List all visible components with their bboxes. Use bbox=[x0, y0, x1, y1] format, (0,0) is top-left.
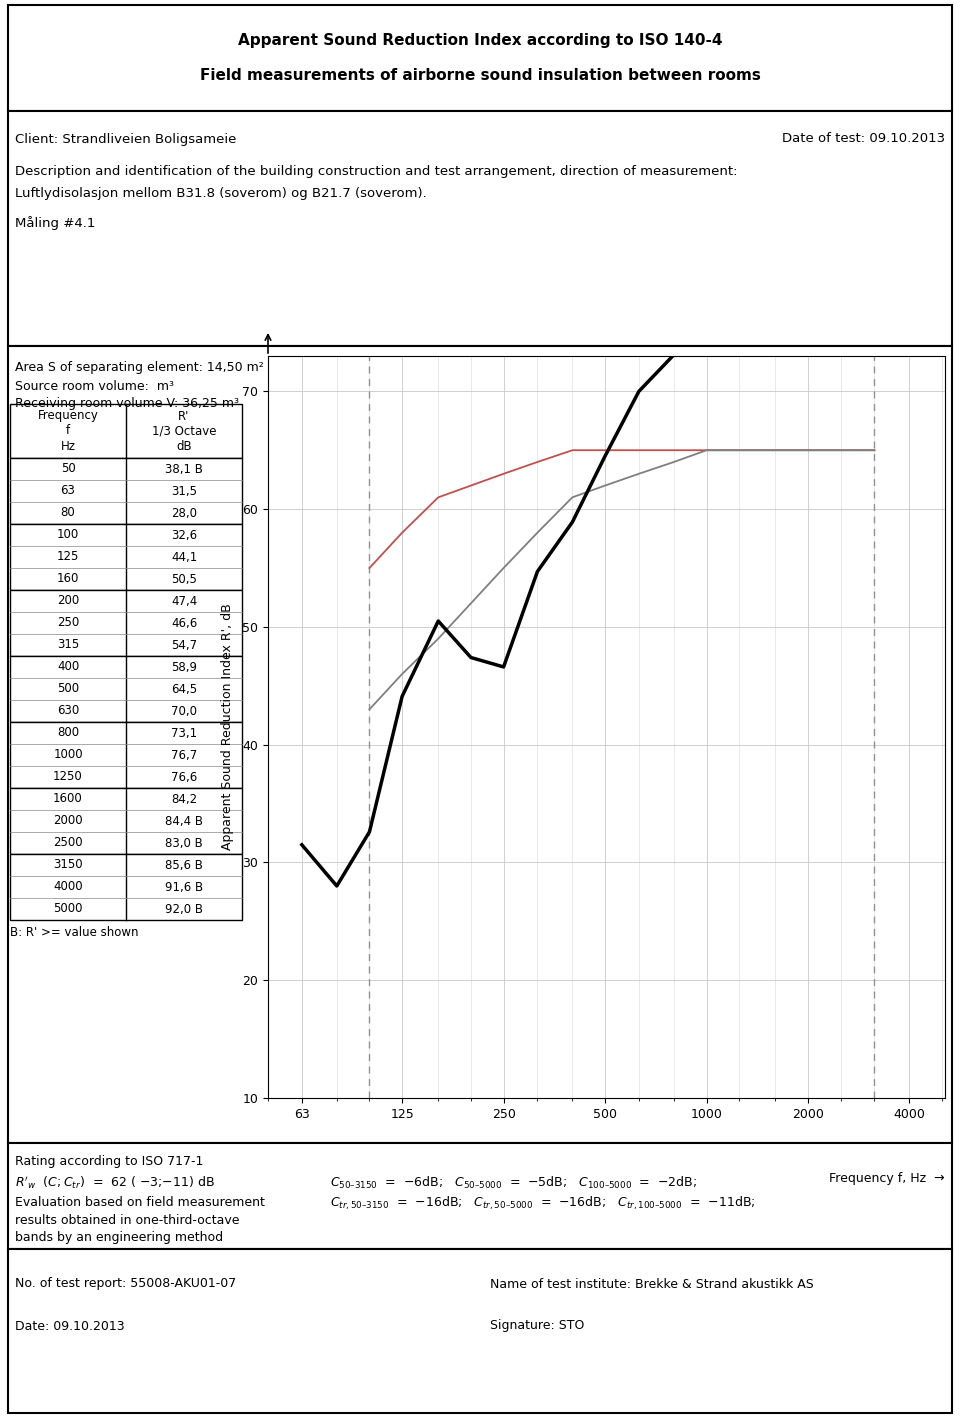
Text: 2500: 2500 bbox=[53, 837, 83, 850]
Text: 80: 80 bbox=[60, 506, 76, 520]
Text: B: R' >= value shown: B: R' >= value shown bbox=[10, 926, 138, 939]
Text: Frequency range according to the: Frequency range according to the bbox=[555, 361, 767, 375]
Text: 46,6: 46,6 bbox=[171, 617, 197, 630]
Text: Måling #4.1: Måling #4.1 bbox=[15, 216, 95, 230]
Text: 630: 630 bbox=[57, 705, 79, 718]
Bar bbox=[10, 789, 242, 854]
Text: 125: 125 bbox=[57, 550, 79, 564]
Text: 3150: 3150 bbox=[53, 858, 83, 871]
Bar bbox=[10, 458, 242, 524]
Text: Rating according to ISO 717-1: Rating according to ISO 717-1 bbox=[15, 1154, 204, 1168]
Bar bbox=[10, 657, 242, 722]
Text: 54,7: 54,7 bbox=[171, 638, 197, 651]
Bar bbox=[8, 1142, 952, 1249]
Bar bbox=[8, 6, 952, 111]
Text: Evaluation based on field measurement: Evaluation based on field measurement bbox=[15, 1196, 265, 1209]
Text: 84,2: 84,2 bbox=[171, 793, 197, 806]
Text: 73,1: 73,1 bbox=[171, 726, 197, 739]
Text: Field measurements of airborne sound insulation between rooms: Field measurements of airborne sound ins… bbox=[200, 68, 760, 84]
Text: 1600: 1600 bbox=[53, 793, 83, 806]
Text: $C_{50–3150}$  =  −6dB;   $C_{50–5000}$  =  −5dB;   $C_{100–5000}$  =  −2dB;: $C_{50–3150}$ = −6dB; $C_{50–5000}$ = −5… bbox=[330, 1175, 697, 1191]
Text: Signature: STO: Signature: STO bbox=[490, 1320, 585, 1333]
Text: 76,6: 76,6 bbox=[171, 770, 197, 783]
Text: Apparent Sound Reduction Index according to ISO 140-4: Apparent Sound Reduction Index according… bbox=[238, 33, 722, 47]
Bar bbox=[10, 524, 242, 590]
Text: 250: 250 bbox=[57, 617, 79, 630]
Text: 28,0: 28,0 bbox=[171, 506, 197, 520]
Text: $C_{tr,50–3150}$  =  −16dB;   $C_{tr,50–5000}$  =  −16dB;   $C_{tr,100–5000}$  =: $C_{tr,50–3150}$ = −16dB; $C_{tr,50–5000… bbox=[330, 1194, 756, 1212]
Bar bbox=[10, 854, 242, 919]
Text: 84,4 B: 84,4 B bbox=[165, 814, 203, 827]
Text: 50,5: 50,5 bbox=[171, 573, 197, 585]
Bar bbox=[8, 1249, 952, 1412]
Bar bbox=[8, 345, 952, 1142]
Text: bands by an engineering method: bands by an engineering method bbox=[15, 1231, 223, 1243]
Text: Description and identification of the building construction and test arrangement: Description and identification of the bu… bbox=[15, 165, 737, 178]
Text: 50: 50 bbox=[60, 462, 76, 476]
Text: 200: 200 bbox=[57, 594, 79, 608]
Text: 31,5: 31,5 bbox=[171, 485, 197, 497]
Text: Receiving room volume V: 36,25 m³: Receiving room volume V: 36,25 m³ bbox=[15, 398, 239, 411]
Text: 5000: 5000 bbox=[53, 902, 83, 915]
Text: Area S of separating element: 14,50 m²: Area S of separating element: 14,50 m² bbox=[15, 361, 264, 375]
Text: 44,1: 44,1 bbox=[171, 550, 197, 564]
Text: 92,0 B: 92,0 B bbox=[165, 902, 203, 915]
Text: 38,1 B: 38,1 B bbox=[165, 462, 203, 476]
Text: 800: 800 bbox=[57, 726, 79, 739]
Text: No. of test report: 55008-AKU01-07: No. of test report: 55008-AKU01-07 bbox=[15, 1277, 236, 1290]
Text: Date of test: 09.10.2013: Date of test: 09.10.2013 bbox=[781, 132, 945, 145]
Text: 58,9: 58,9 bbox=[171, 661, 197, 674]
Text: 2000: 2000 bbox=[53, 814, 83, 827]
Text: 4000: 4000 bbox=[53, 881, 83, 894]
Text: 47,4: 47,4 bbox=[171, 594, 197, 608]
Text: Frequency
f
Hz: Frequency f Hz bbox=[37, 409, 99, 452]
Text: 160: 160 bbox=[57, 573, 79, 585]
Text: Name of test institute: Brekke & Strand akustikk AS: Name of test institute: Brekke & Strand … bbox=[490, 1277, 814, 1290]
Text: 91,6 B: 91,6 B bbox=[165, 881, 204, 894]
Text: 32,6: 32,6 bbox=[171, 529, 197, 541]
Bar bbox=[8, 111, 952, 345]
Text: 500: 500 bbox=[57, 682, 79, 695]
Text: results obtained in one-third-octave: results obtained in one-third-octave bbox=[15, 1214, 239, 1226]
Text: 64,5: 64,5 bbox=[171, 682, 197, 695]
Text: R'
1/3 Octave
dB: R' 1/3 Octave dB bbox=[152, 409, 216, 452]
Bar bbox=[10, 722, 242, 789]
Text: 315: 315 bbox=[57, 638, 79, 651]
Text: Client: Strandliveien Boligsameie: Client: Strandliveien Boligsameie bbox=[15, 132, 236, 145]
Text: Frequency f, Hz  →: Frequency f, Hz → bbox=[829, 1172, 945, 1185]
Text: 70,0: 70,0 bbox=[171, 705, 197, 718]
Bar bbox=[10, 404, 242, 458]
Text: 63: 63 bbox=[60, 485, 76, 497]
Bar bbox=[10, 590, 242, 657]
Text: Date: 09.10.2013: Date: 09.10.2013 bbox=[15, 1320, 125, 1333]
Text: 1000: 1000 bbox=[53, 749, 83, 762]
Text: 100: 100 bbox=[57, 529, 79, 541]
Text: 83,0 B: 83,0 B bbox=[165, 837, 203, 850]
Text: 400: 400 bbox=[57, 661, 79, 674]
Text: 85,6 B: 85,6 B bbox=[165, 858, 203, 871]
Text: 76,7: 76,7 bbox=[171, 749, 197, 762]
Text: $R'_w$  $(C;C_{tr})$  =  62 ( −3;−11) dB: $R'_w$ $(C;C_{tr})$ = 62 ( −3;−11) dB bbox=[15, 1175, 215, 1191]
Text: Source room volume:  m³: Source room volume: m³ bbox=[15, 379, 174, 392]
Text: Luftlydisolasjon mellom B31.8 (soverom) og B21.7 (soverom).: Luftlydisolasjon mellom B31.8 (soverom) … bbox=[15, 186, 427, 199]
Y-axis label: Apparent Sound Reduction Index R', dB: Apparent Sound Reduction Index R', dB bbox=[221, 604, 234, 850]
Text: 1250: 1250 bbox=[53, 770, 83, 783]
Text: curve of reference values (ISO 717-1): curve of reference values (ISO 717-1) bbox=[555, 379, 791, 392]
